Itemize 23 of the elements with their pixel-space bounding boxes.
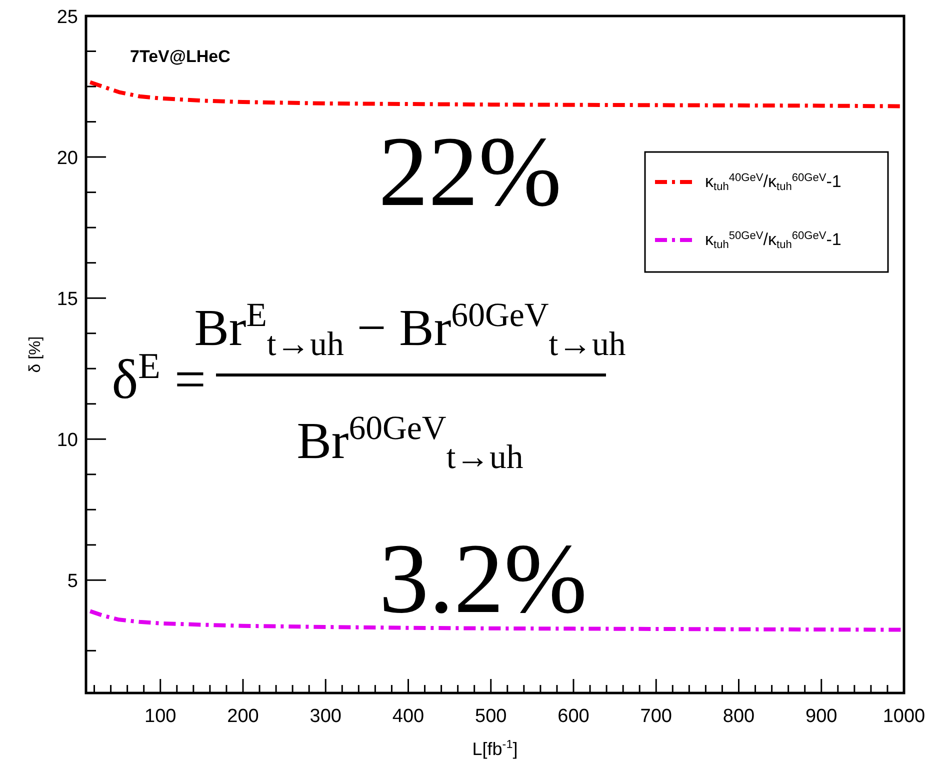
x-tick-label: 700 (640, 706, 672, 727)
y-tick-label: 20 (56, 148, 78, 170)
x-tick-label: 200 (227, 706, 259, 727)
y-axis-title: δ [%] (27, 336, 44, 373)
x-tick-label: 400 (392, 706, 424, 727)
x-tick-label: 300 (310, 706, 342, 727)
y-tick-label: 25 (56, 7, 78, 28)
x-tick-label: 100 (144, 706, 176, 727)
legend-label: κ$_{tuh}$$^{40GeV}$/κ$_{tuh}$$^{60GeV}$-1 (705, 172, 842, 194)
x-tick-label: 500 (475, 706, 507, 727)
annotation: 3.2% (378, 523, 588, 634)
x-tick-label: 600 (558, 706, 590, 727)
annotation: δ$^{E}$ = (112, 346, 206, 411)
x-tick-label: 900 (806, 706, 838, 727)
y-tick-label: 10 (56, 430, 78, 452)
y-tick-label: 5 (67, 571, 78, 592)
annotation: 7TeV@LHeC (130, 47, 230, 66)
annotation: 22% (378, 116, 562, 227)
x-tick-label: 800 (722, 706, 755, 727)
x-tick-label: 1000 (882, 706, 926, 727)
y-tick-label: 15 (56, 289, 78, 310)
legend-label: κ$_{tuh}$$^{50GeV}$/κ$_{tuh}$$^{60GeV}$-1 (705, 230, 842, 252)
x-axis-title: L[fb$^{-1}$] (472, 738, 518, 759)
